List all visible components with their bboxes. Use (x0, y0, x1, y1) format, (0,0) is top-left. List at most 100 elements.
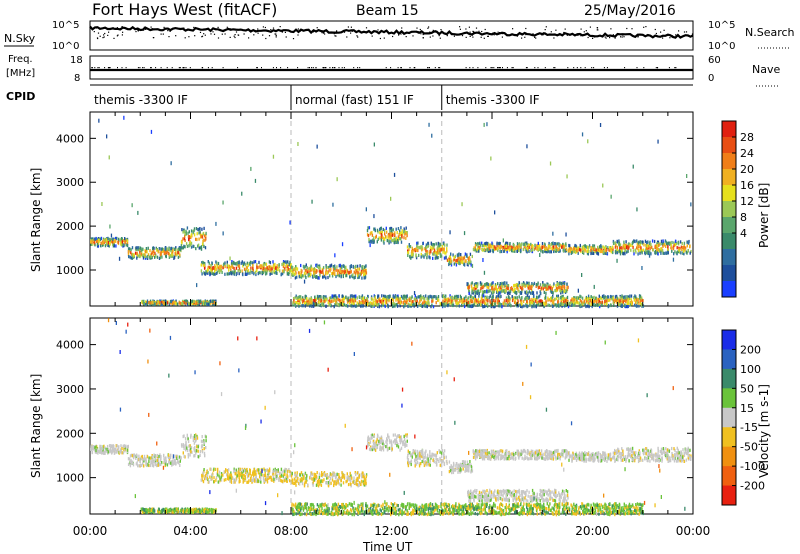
echo-cell (392, 294, 394, 298)
echo-cell (411, 295, 413, 299)
echo-cell (456, 258, 458, 263)
echo-cell-scatter (690, 202, 692, 207)
noise-search-dot (322, 32, 324, 34)
echo-cell (495, 297, 497, 301)
echo-cell (318, 276, 320, 280)
echo-cell (182, 228, 185, 232)
echo-cell (205, 270, 207, 274)
echo-cell (526, 294, 529, 298)
echo-cell (522, 299, 525, 304)
echo-cell (480, 299, 482, 303)
echo-cell (471, 287, 473, 291)
echo-cell (531, 288, 533, 292)
nave-dot (511, 67, 513, 69)
echo-cell (556, 294, 558, 298)
nave-dot (400, 67, 402, 69)
echo-cell (442, 299, 444, 303)
echo-cell (594, 303, 597, 307)
echo-cell (302, 296, 304, 300)
echo-cell (170, 299, 173, 303)
echo-cell (100, 236, 103, 240)
echo-cell (298, 275, 301, 279)
echo-cell (306, 266, 308, 270)
echo-cell (394, 304, 396, 308)
noise-search-dot (103, 34, 105, 36)
echo-cell (402, 232, 404, 236)
echo-cell (328, 296, 331, 300)
echo-cell (619, 301, 622, 305)
echo-cell (646, 241, 648, 245)
echo-cell-scatter (347, 297, 349, 302)
echo-cell (654, 249, 657, 253)
echo-cell (126, 445, 129, 449)
echo-cell (149, 463, 152, 468)
echo-cell (357, 273, 359, 277)
echo-cell (233, 266, 235, 271)
echo-cell (424, 300, 427, 304)
echo-cell (138, 254, 140, 258)
echo-cell (290, 263, 292, 267)
echo-cell (353, 265, 355, 269)
echo-cell (172, 249, 174, 253)
echo-cell (450, 257, 452, 261)
echo-cell-scatter (483, 270, 486, 275)
colorbar-swatch (722, 281, 736, 298)
echo-cell (224, 272, 226, 276)
echo-cell (475, 284, 477, 288)
echo-cell (96, 242, 99, 246)
echo-cell (152, 302, 154, 306)
noise-search-dot (621, 36, 623, 38)
echo-cell (591, 251, 594, 255)
echo-cell (364, 269, 367, 273)
echo-cell-scatter (618, 242, 620, 247)
echo-cell (108, 244, 110, 248)
noise-search-dot (499, 32, 502, 34)
echo-cell (150, 254, 152, 259)
echo-cell (638, 244, 640, 248)
echo-cell (499, 242, 501, 246)
echo-cell (308, 270, 310, 274)
echo-cell (508, 300, 511, 304)
echo-cell (511, 295, 513, 299)
echo-cell (373, 236, 375, 240)
echo-cell (563, 245, 566, 249)
echo-cell (127, 247, 130, 252)
echo-cell (522, 281, 525, 285)
noise-search-dot (253, 34, 255, 36)
echo-cell (451, 296, 454, 300)
echo-cell (356, 301, 358, 305)
echo-cell (559, 289, 562, 293)
echo-cell (170, 461, 172, 465)
echo-cell (377, 299, 379, 303)
echo-cell (364, 276, 366, 280)
echo-cell (145, 247, 148, 251)
echo-cell (426, 304, 428, 308)
echo-cell (167, 249, 169, 253)
echo-cell (543, 244, 545, 248)
echo-cell (637, 247, 639, 251)
noise-search-dot (96, 37, 99, 39)
echo-cell (447, 304, 449, 308)
echo-cell (356, 269, 358, 273)
echo-cell (432, 296, 434, 301)
echo-cell (536, 244, 538, 248)
echo-cell (559, 281, 561, 285)
echo-cell (188, 241, 191, 245)
nave-dot (97, 67, 99, 69)
echo-cell (579, 294, 581, 298)
noise-search-dot (481, 30, 483, 33)
noise-search-dot (419, 28, 421, 31)
echo-cell (598, 302, 601, 306)
freq-panel-frame (89, 55, 694, 80)
echo-cell (479, 246, 481, 250)
echo-cell (455, 301, 457, 305)
echo-cell (291, 267, 294, 271)
echo-cell (133, 253, 135, 257)
echo-cell (177, 455, 179, 459)
echo-cell (532, 291, 535, 295)
echo-cell-scatter (373, 142, 375, 147)
echo-cell (593, 244, 596, 248)
noise-search-dot (626, 27, 628, 30)
echo-cell (526, 299, 528, 303)
echo-cell (355, 264, 357, 268)
